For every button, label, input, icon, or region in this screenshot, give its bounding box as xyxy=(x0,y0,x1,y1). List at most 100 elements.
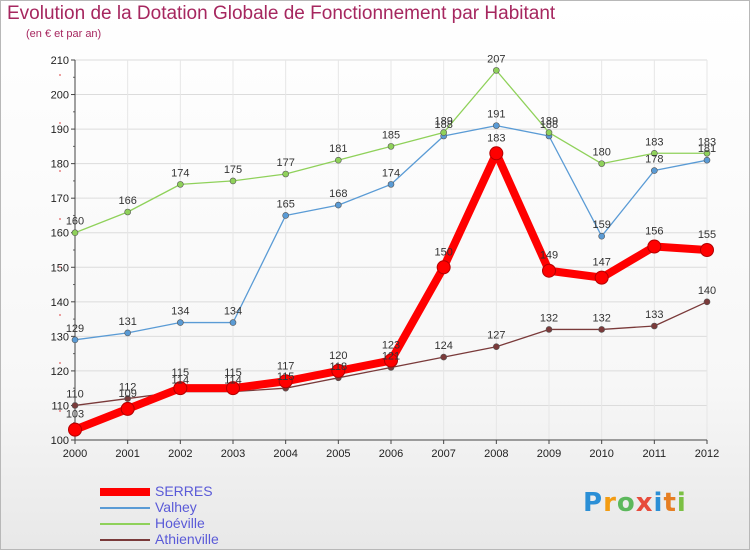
y-tick-label: 170 xyxy=(51,193,69,205)
point-serres xyxy=(68,422,82,437)
data-label-athienville: 114 xyxy=(224,375,242,387)
data-label-athienville: 110 xyxy=(66,388,84,400)
data-label-serres: 115 xyxy=(172,367,190,379)
y-tick-label: 190 xyxy=(51,124,69,136)
point-valhey xyxy=(651,167,658,174)
data-label-hoeville: 207 xyxy=(487,53,505,65)
x-tick-label: 2005 xyxy=(326,448,350,460)
point-hoeville xyxy=(440,129,447,136)
point-valhey xyxy=(71,336,79,344)
point-hoeville xyxy=(545,129,553,136)
data-label-serres: 115 xyxy=(224,367,242,379)
point-hoeville xyxy=(282,170,289,178)
x-tick-label: 2008 xyxy=(484,448,508,460)
data-label-athienville: 124 xyxy=(434,340,452,352)
data-label-athienville: 133 xyxy=(645,309,663,321)
y-tick-label: 130 xyxy=(51,331,69,343)
point-athienville xyxy=(545,326,553,333)
point-serres xyxy=(278,374,293,389)
y-tick-label: 150 xyxy=(51,262,69,274)
data-label-hoeville: 181 xyxy=(329,143,347,155)
data-label-athienville: 112 xyxy=(119,382,137,394)
data-label-valhey: 178 xyxy=(645,154,663,166)
data-label-athienville: 118 xyxy=(330,361,348,373)
series-layer xyxy=(68,67,714,437)
legend-swatch xyxy=(100,539,150,541)
data-label-valhey: 188 xyxy=(434,119,452,131)
data-label-hoeville: 177 xyxy=(276,157,294,169)
point-athienville xyxy=(493,343,500,351)
data-label-hoeville: 175 xyxy=(224,164,242,176)
chart-subtitle: (en € et par an) xyxy=(26,28,102,40)
data-label-valhey: 131 xyxy=(118,316,136,328)
data-label-valhey: 174 xyxy=(382,167,400,179)
x-tick-label: 2004 xyxy=(273,448,297,460)
y-tick-label: 210 xyxy=(51,55,69,67)
point-hoeville xyxy=(493,67,500,74)
point-hoeville xyxy=(703,149,711,157)
point-serres xyxy=(120,401,135,416)
data-label-athienville: 132 xyxy=(540,312,558,324)
point-serres xyxy=(542,263,556,278)
x-tick-label: 2009 xyxy=(537,448,561,460)
data-label-athienville: 121 xyxy=(382,350,400,362)
data-label-serres: 156 xyxy=(645,226,663,238)
data-label-hoeville: 189 xyxy=(540,116,558,128)
data-label-hoeville: 183 xyxy=(645,136,663,148)
data-label-serres: 109 xyxy=(118,388,136,400)
point-valhey xyxy=(335,201,342,209)
data-label-hoeville: 160 xyxy=(66,216,84,228)
logo-letter: P xyxy=(583,488,604,518)
x-tick-label: 2001 xyxy=(115,448,139,460)
x-tick-label: 2002 xyxy=(168,448,192,460)
data-label-valhey: 165 xyxy=(276,198,294,210)
data-label-valhey: 134 xyxy=(224,306,242,318)
point-athienville xyxy=(598,326,605,333)
point-hoeville xyxy=(598,160,605,167)
data-label-valhey: 181 xyxy=(698,143,716,155)
y-tick-label: 160 xyxy=(51,228,69,240)
data-label-valhey: 134 xyxy=(171,306,189,318)
point-valhey xyxy=(387,181,395,188)
legend-label: Athienville xyxy=(155,531,219,547)
x-tick-label: 2010 xyxy=(589,448,613,460)
point-athienville xyxy=(71,402,79,409)
y-tick-label: 120 xyxy=(51,366,69,378)
data-label-valhey: 168 xyxy=(329,188,347,200)
logo-letter: i xyxy=(653,488,664,518)
point-athienville xyxy=(440,353,447,361)
y-tick-label: 140 xyxy=(51,297,69,309)
data-label-hoeville: 180 xyxy=(592,147,610,159)
data-label-valhey: 159 xyxy=(592,219,610,231)
logo-letter: i xyxy=(676,488,687,518)
data-label-serres: 147 xyxy=(592,257,610,269)
data-label-serres: 150 xyxy=(434,246,452,258)
legend-swatch xyxy=(100,488,150,496)
point-valhey xyxy=(282,212,289,219)
point-serres xyxy=(173,381,188,396)
data-label-serres: 149 xyxy=(540,250,558,262)
data-label-athienville: 115 xyxy=(277,371,295,383)
point-valhey xyxy=(703,156,711,164)
data-label-hoeville: 185 xyxy=(382,129,400,141)
data-label-serres: 123 xyxy=(382,340,400,352)
legend-swatch xyxy=(100,523,150,525)
data-label-valhey: 129 xyxy=(66,323,84,335)
point-athienville xyxy=(651,322,658,330)
x-tick-label: 2006 xyxy=(379,448,403,460)
point-serres xyxy=(226,381,240,396)
grid-lines xyxy=(74,59,708,441)
data-label-hoeville: 183 xyxy=(698,136,716,148)
legend-label: SERRES xyxy=(155,483,213,499)
point-athienville xyxy=(124,395,131,402)
point-valhey xyxy=(493,122,500,129)
data-label-athienville: 114 xyxy=(172,375,190,387)
data-label-serres: 120 xyxy=(329,350,347,362)
x-tick-label: 2011 xyxy=(643,448,667,460)
point-serres xyxy=(384,353,398,368)
legend-label: Hoéville xyxy=(155,515,205,531)
y-tick-label: 110 xyxy=(51,400,69,412)
data-label-serres: 103 xyxy=(66,409,84,421)
